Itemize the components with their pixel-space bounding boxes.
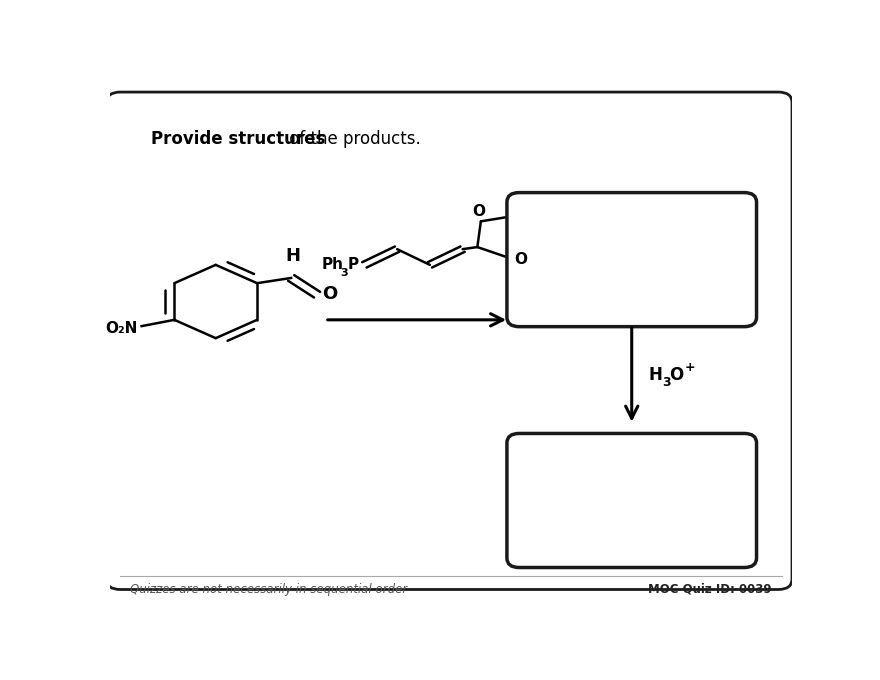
Text: 3: 3 [341, 268, 348, 278]
Text: H: H [285, 247, 300, 265]
Text: Ph: Ph [321, 257, 343, 273]
Text: MOC Quiz ID: 0039: MOC Quiz ID: 0039 [648, 583, 772, 596]
Text: +: + [685, 361, 695, 374]
Text: Quizzes are not necessarily in sequential order: Quizzes are not necessarily in sequentia… [130, 583, 407, 596]
FancyBboxPatch shape [507, 433, 757, 568]
Text: O: O [514, 252, 527, 267]
Text: O: O [322, 285, 337, 303]
Text: O: O [473, 205, 485, 220]
Text: P: P [348, 257, 358, 273]
Text: 3: 3 [663, 375, 671, 389]
Text: H: H [649, 366, 663, 384]
FancyBboxPatch shape [507, 192, 757, 326]
Text: O: O [670, 366, 684, 384]
Text: Provide structures: Provide structures [151, 130, 326, 148]
Text: of the products.: of the products. [284, 130, 421, 148]
Text: O₂N: O₂N [106, 321, 137, 336]
FancyBboxPatch shape [106, 92, 792, 590]
